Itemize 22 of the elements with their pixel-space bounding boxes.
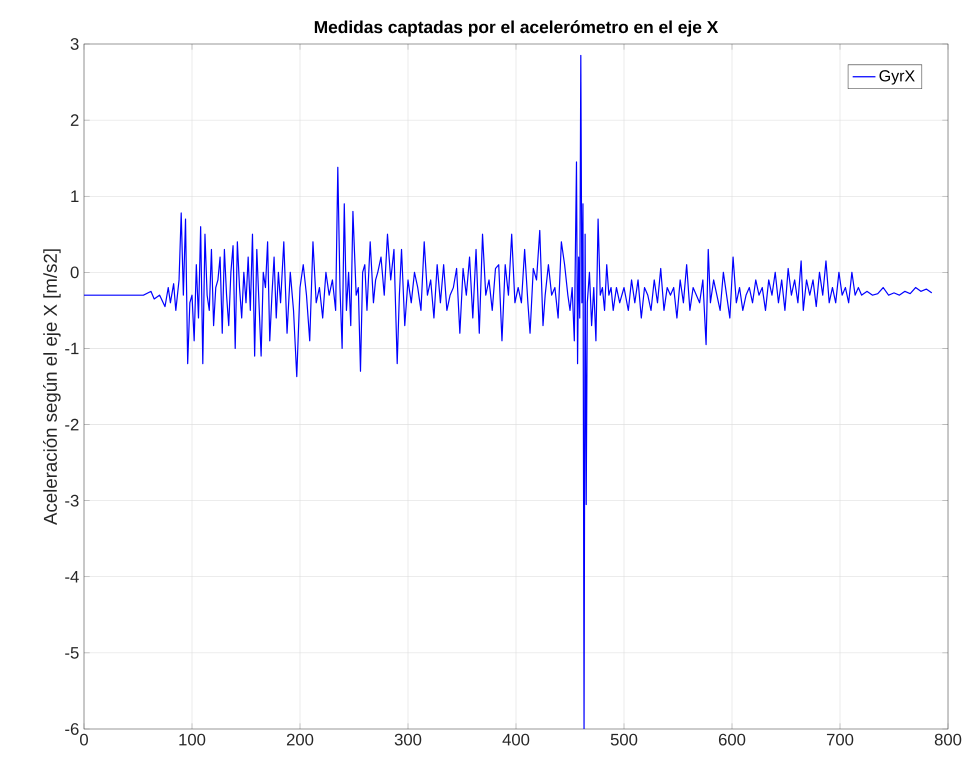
x-tick-label: 500: [610, 734, 638, 746]
y-axis-title: Aceleración según el eje X [m/s2]: [43, 249, 61, 525]
x-tick-label: 600: [718, 734, 746, 746]
chart-title: Medidas captadas por el acelerómetro en el eje X: [314, 20, 718, 37]
y-tick-label: -6: [65, 723, 79, 735]
x-tick-label: 200: [286, 734, 314, 746]
y-tick-label: 2: [70, 114, 78, 126]
x-tick-label: 700: [826, 734, 854, 746]
x-tick-label: 0: [80, 734, 88, 746]
x-tick-label: 300: [394, 734, 422, 746]
x-tick-label: 800: [934, 734, 962, 746]
y-tick-label: 3: [70, 38, 79, 50]
legend-label: GyrX: [880, 70, 915, 85]
y-tick-label: -3: [65, 494, 79, 507]
x-tick-label: 100: [179, 734, 206, 746]
y-tick-label: -1: [65, 342, 78, 354]
y-tick-label: -2: [65, 418, 78, 430]
y-tick-label: -4: [65, 571, 79, 583]
y-tick-label: -5: [65, 647, 79, 659]
y-tick-label: 0: [70, 266, 79, 278]
x-tick-label: 400: [502, 734, 530, 746]
y-tick-label: 1: [71, 190, 78, 202]
